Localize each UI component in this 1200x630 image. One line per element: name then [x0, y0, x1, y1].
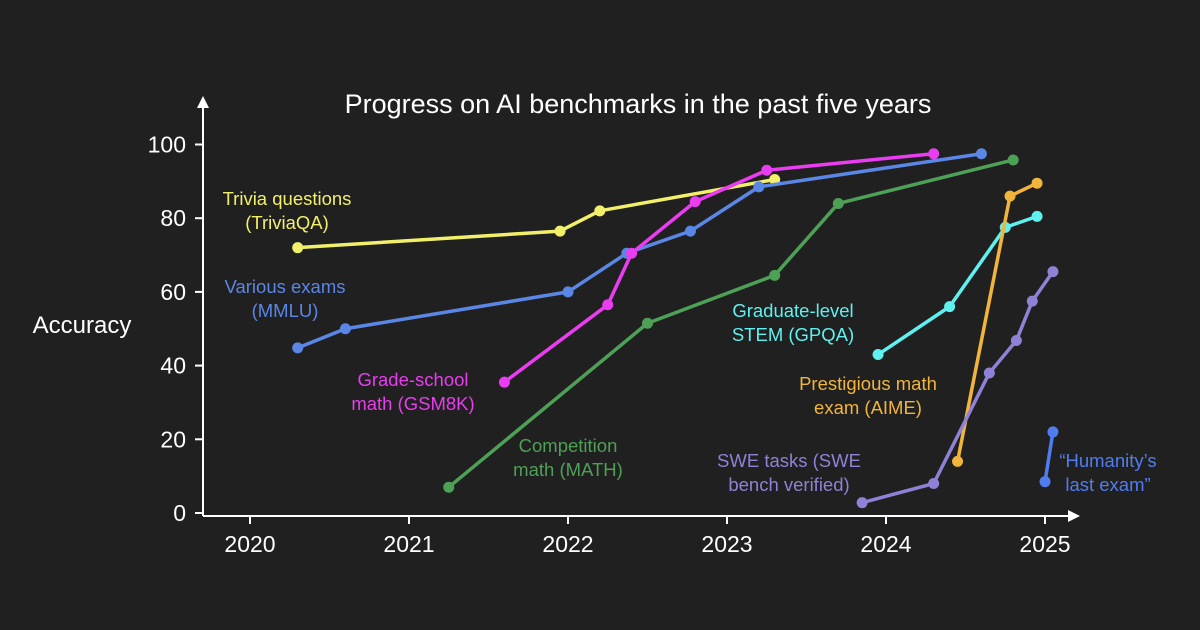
series-label-line: “Humanity’s	[1059, 450, 1156, 471]
data-point	[1047, 426, 1059, 438]
data-point	[832, 197, 844, 209]
series-line	[860, 269, 1055, 505]
y-tick-label: 60	[160, 279, 186, 305]
series-label: Competition math (MATH)	[513, 435, 623, 480]
data-point	[339, 323, 351, 335]
series-line	[1043, 430, 1055, 484]
data-point	[626, 247, 638, 259]
series-2	[498, 148, 940, 388]
series-labels: Trivia questions (TriviaQA) Various exams (…	[223, 188, 1157, 495]
data-point	[498, 376, 510, 388]
y-axis-ticks: 0 20 40 60 80 100	[148, 132, 203, 526]
data-point	[1007, 154, 1019, 166]
series-label-line: Various exams	[225, 276, 346, 297]
series-label-line: last exam”	[1065, 474, 1150, 495]
data-point	[292, 342, 304, 354]
chart-title: Progress on AI benchmarks in the past fi…	[345, 89, 932, 119]
series-line	[876, 214, 1039, 357]
series-label-line: Graduate-level	[732, 300, 853, 321]
data-point	[642, 317, 653, 329]
series-label-line: math (MATH)	[513, 459, 623, 480]
x-tick-label: 2022	[542, 531, 593, 557]
x-tick-label: 2021	[383, 531, 434, 557]
series-5	[952, 177, 1043, 467]
data-point	[769, 269, 781, 281]
series-7	[1039, 426, 1059, 488]
series-label-line: (TriviaQA)	[245, 212, 329, 233]
data-point	[1004, 190, 1016, 202]
data-point	[975, 148, 987, 160]
series-layer	[292, 148, 1059, 509]
series-label: “Humanity’s last exam”	[1059, 450, 1156, 495]
data-point	[952, 455, 964, 467]
series-label-line: (MMLU)	[252, 300, 319, 321]
x-tick-label: 2023	[701, 531, 752, 557]
x-tick-label: 2020	[224, 531, 275, 557]
data-point	[554, 225, 566, 237]
series-label-line: Prestigious math	[799, 373, 937, 394]
series-label-line: Competition	[519, 435, 618, 456]
series-label-line: Grade-school	[357, 369, 468, 390]
x-axis-ticks: 2020 2021 2022 2023 2024 2025	[224, 516, 1071, 557]
x-tick-label: 2025	[1019, 531, 1070, 557]
series-3	[443, 154, 1019, 493]
series-line	[502, 151, 936, 384]
y-tick-label: 0	[173, 500, 186, 526]
series-label-line: Trivia questions	[223, 188, 352, 209]
y-tick-label: 40	[160, 353, 186, 379]
data-point	[769, 174, 781, 186]
data-point	[1047, 266, 1059, 278]
data-point	[1039, 476, 1051, 488]
y-axis-arrow	[197, 96, 209, 108]
series-label: SWE tasks (SWE bench verified)	[717, 450, 861, 495]
series-4	[872, 210, 1043, 361]
data-point	[594, 205, 606, 217]
series-6	[856, 266, 1059, 509]
series-label-line: exam (AIME)	[814, 397, 922, 418]
x-axis-arrow	[1068, 510, 1080, 522]
data-point	[983, 367, 995, 379]
data-point	[1010, 335, 1022, 347]
x-tick-label: 2024	[860, 531, 911, 557]
data-point	[761, 164, 773, 176]
series-label: Prestigious math exam (AIME)	[799, 373, 937, 418]
data-point	[684, 225, 696, 237]
series-label: Various exams (MMLU)	[225, 276, 346, 321]
data-point	[872, 349, 884, 361]
series-line	[295, 177, 777, 250]
data-point	[1031, 210, 1043, 222]
y-tick-label: 100	[148, 132, 186, 158]
series-label: Grade-school math (GSM8K)	[351, 369, 474, 414]
data-point	[292, 242, 304, 254]
data-point	[1026, 295, 1038, 307]
series-label-line: STEM (GPQA)	[732, 324, 854, 345]
y-axis-label: Accuracy	[33, 312, 132, 339]
data-point	[562, 286, 574, 298]
y-tick-label: 20	[160, 426, 186, 452]
data-point	[443, 481, 455, 493]
y-tick-label: 80	[160, 205, 186, 231]
series-0	[292, 174, 781, 254]
data-point	[753, 181, 765, 193]
data-point	[928, 478, 940, 490]
series-label-line: SWE tasks (SWE	[717, 450, 861, 471]
data-point	[1031, 177, 1043, 189]
data-point	[856, 497, 868, 509]
series-label-line: bench verified)	[728, 474, 849, 495]
series-label: Graduate-level STEM (GPQA)	[732, 300, 854, 345]
data-point	[928, 148, 940, 160]
data-point	[602, 299, 614, 311]
series-label: Trivia questions (TriviaQA)	[223, 188, 352, 233]
series-label-line: math (GSM8K)	[351, 393, 474, 414]
data-point	[944, 301, 956, 313]
data-point	[689, 196, 701, 208]
